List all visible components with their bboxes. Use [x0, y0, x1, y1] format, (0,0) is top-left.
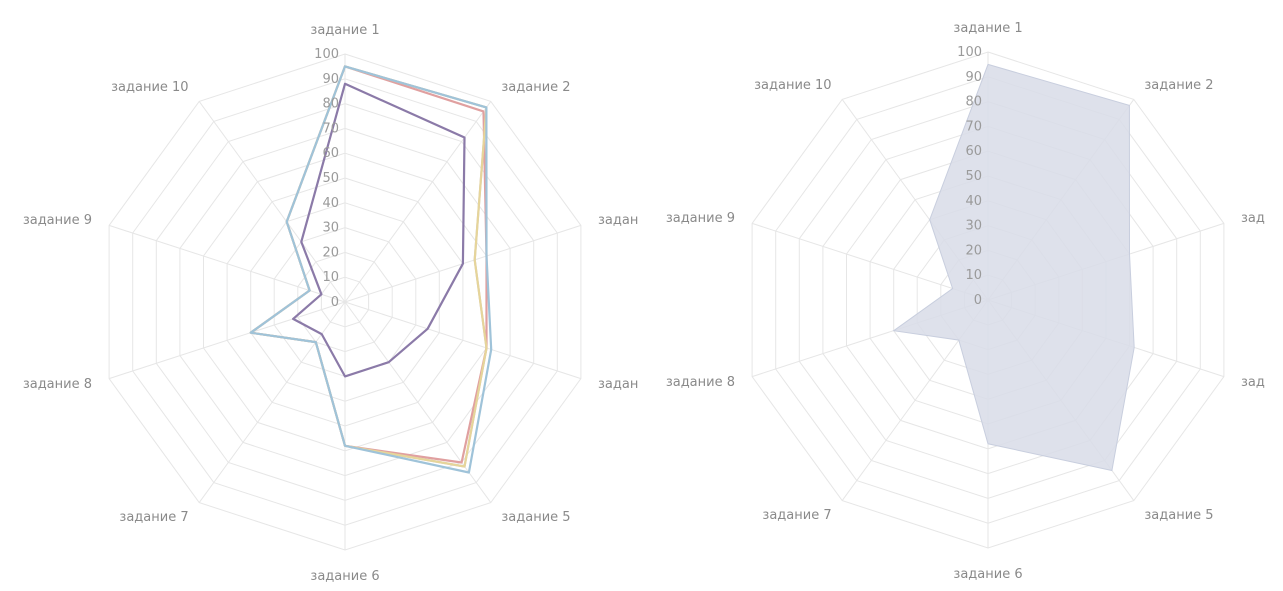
tick-label: 40 [322, 196, 339, 211]
category-label: задание 6 [953, 567, 1022, 582]
radar-tick-labels: 0 10 20 30 40 50 60 70 80 90 100 [957, 45, 982, 308]
tick-label: 0 [974, 293, 982, 308]
category-label: зад [1241, 211, 1265, 226]
radar-grid [108, 53, 582, 551]
category-label: задание 2 [1144, 78, 1213, 93]
tick-label: 20 [965, 243, 982, 258]
radar-chart-right: 0 10 20 30 40 50 60 70 80 90 100 задание 1 задание 2… [666, 21, 1265, 582]
grid-spoke [344, 101, 492, 303]
tick-label: 80 [322, 97, 339, 112]
category-label: задание 9 [666, 211, 735, 226]
tick-label: 80 [965, 95, 982, 110]
radar-series-group [892, 63, 1135, 472]
category-label: задан [598, 213, 638, 228]
radar-category-labels: задание 1 задание 2 задан задан задание 5 зад… [23, 23, 639, 584]
category-label: задание 7 [119, 510, 188, 525]
tick-label: 30 [965, 219, 982, 234]
tick-label: 100 [957, 45, 982, 60]
grid-spoke [344, 301, 582, 380]
tick-label: 70 [965, 119, 982, 134]
radar-series-group [249, 65, 493, 474]
category-label: задание 6 [310, 569, 379, 584]
tick-label: 60 [965, 144, 982, 159]
grid-spoke [108, 224, 346, 303]
radar-series-1 [892, 63, 1135, 472]
tick-label: 90 [322, 72, 339, 87]
grid-spoke [751, 222, 989, 301]
category-label: задание 5 [501, 510, 570, 525]
grid-spoke [198, 101, 346, 303]
tick-label: 90 [965, 70, 982, 85]
grid-spoke [344, 301, 492, 503]
tick-label: 40 [965, 194, 982, 209]
tick-label: 10 [965, 268, 982, 283]
category-label: задание 1 [310, 23, 379, 38]
tick-label: 0 [331, 295, 339, 310]
radar-category-labels: задание 1 задание 2 зад зад задание 5 задание… [666, 21, 1265, 582]
category-label: задание 8 [666, 375, 735, 390]
tick-label: 100 [314, 47, 339, 62]
category-label: задание 7 [762, 508, 831, 523]
tick-label: 60 [322, 146, 339, 161]
category-label: задание 9 [23, 213, 92, 228]
tick-label: 30 [322, 221, 339, 236]
category-label: задание 10 [111, 80, 188, 95]
category-label: задание 1 [953, 21, 1022, 36]
radar-series-2 [249, 65, 488, 464]
tick-label: 10 [322, 270, 339, 285]
grid-spoke [108, 301, 346, 380]
tick-label: 20 [322, 245, 339, 260]
category-label: задание 8 [23, 377, 92, 392]
category-label: зад [1241, 375, 1265, 390]
radar-tick-labels: 0 10 20 30 40 50 60 70 80 90 100 [314, 47, 339, 310]
category-label: задание 2 [501, 80, 570, 95]
tick-label: 50 [322, 171, 339, 186]
radar-series-4 [249, 65, 493, 474]
grid-spoke [198, 301, 346, 503]
tick-label: 70 [322, 121, 339, 136]
radar-series-5 [292, 82, 466, 378]
category-label: задание 5 [1144, 508, 1213, 523]
category-label: задание 10 [754, 78, 831, 93]
category-label: задан [598, 377, 638, 392]
tick-label: 50 [965, 169, 982, 184]
radar-chart-left: 0 10 20 30 40 50 60 70 80 90 100 задание 1 задание 2… [23, 23, 639, 584]
